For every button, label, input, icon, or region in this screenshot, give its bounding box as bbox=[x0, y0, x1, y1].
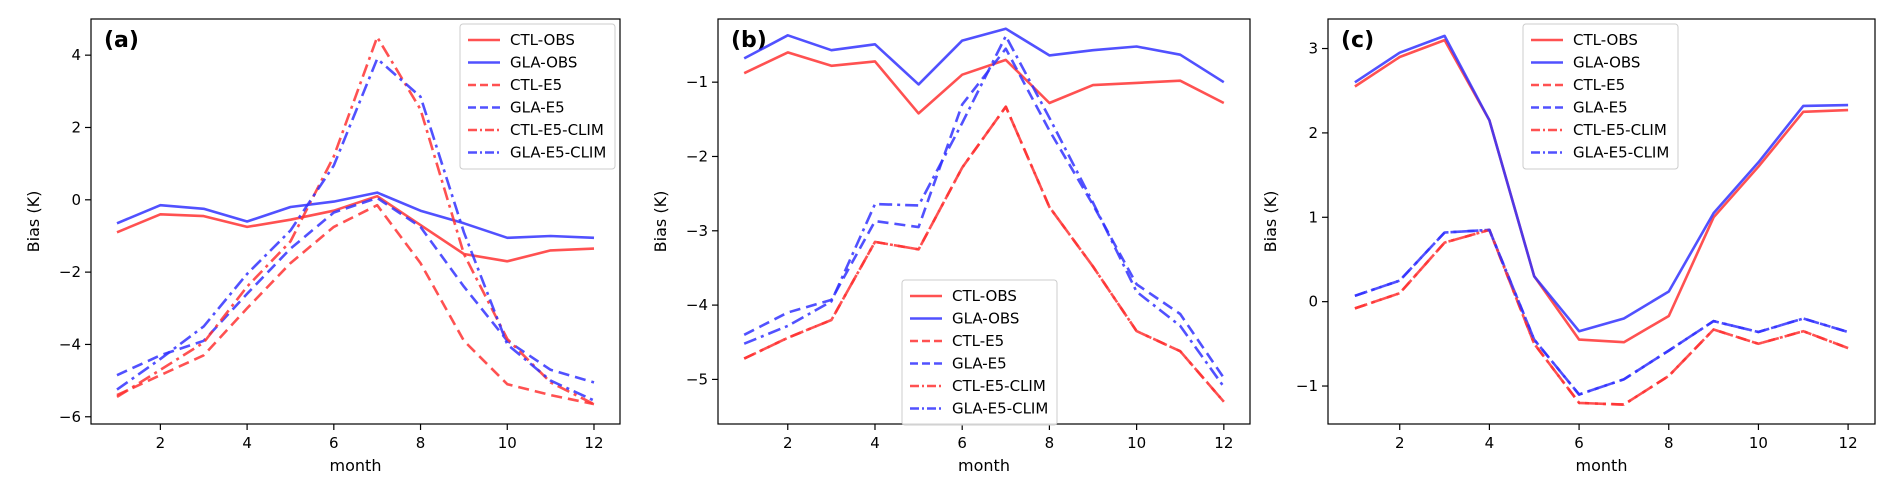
legend: CTL-OBS GLA-OBS CTL-E5 GLA-E5 CTL-E5-CLIM GLA… bbox=[459, 23, 616, 170]
y-tick-label: 0 bbox=[71, 191, 81, 209]
legend-box bbox=[901, 279, 1058, 426]
y-tick-label: 2 bbox=[1308, 124, 1318, 142]
axes-frame bbox=[1327, 18, 1876, 425]
x-tick-label: 12 bbox=[1839, 434, 1858, 452]
legend-box bbox=[1522, 23, 1679, 170]
x-tick-label: 10 bbox=[1127, 434, 1146, 452]
y-tick-label: −4 bbox=[686, 296, 708, 314]
y-tick-label: −4 bbox=[59, 335, 81, 353]
legend-label: GLA-OBS bbox=[1573, 54, 1640, 72]
x-tick-label: 2 bbox=[156, 434, 166, 452]
legend-label: CTL-E5-CLIM bbox=[952, 377, 1046, 395]
series-line-gla-e5 bbox=[116, 196, 595, 384]
legend-label: GLA-E5 bbox=[510, 99, 565, 117]
panel-label: (c) bbox=[1341, 28, 1374, 53]
legend-label: CTL-E5-CLIM bbox=[1573, 121, 1667, 139]
x-tick-label: 4 bbox=[1485, 434, 1495, 452]
x-tick-label: 12 bbox=[584, 434, 603, 452]
series-line-gla-obs bbox=[743, 27, 1225, 86]
series-line-gla-e5-clim bbox=[1354, 228, 1849, 396]
y-tick-label: 2 bbox=[71, 118, 81, 136]
legend-label: CTL-E5 bbox=[1573, 76, 1625, 94]
y-axis-label: Bias (K) bbox=[24, 191, 43, 253]
y-tick-label: −1 bbox=[1296, 377, 1318, 395]
legend-label: CTL-OBS bbox=[1573, 31, 1638, 49]
y-tick-label: −3 bbox=[686, 222, 708, 240]
y-tick-label: −1 bbox=[686, 73, 708, 91]
legend-label: GLA-E5-CLIM bbox=[952, 400, 1048, 418]
legend-box bbox=[459, 23, 616, 170]
legend-label: GLA-E5-CLIM bbox=[1573, 144, 1669, 162]
y-tick-label: 3 bbox=[1308, 40, 1318, 58]
y-tick-label: −2 bbox=[59, 263, 81, 281]
series-line-ctl-e5 bbox=[1354, 228, 1849, 406]
x-tick-label: 8 bbox=[1664, 434, 1674, 452]
legend-label: CTL-E5 bbox=[952, 332, 1004, 350]
x-tick-label: 6 bbox=[1574, 434, 1584, 452]
series-line-ctl-obs bbox=[743, 51, 1225, 115]
y-tick-label: −2 bbox=[686, 147, 708, 165]
series-line-gla-obs bbox=[116, 191, 595, 240]
y-tick-label: 1 bbox=[1308, 208, 1318, 226]
series-line-gla-obs bbox=[1354, 34, 1849, 333]
x-tick-label: 10 bbox=[1749, 434, 1768, 452]
series-line-gla-e5-clim bbox=[116, 57, 595, 402]
x-axis-label: month bbox=[330, 456, 382, 475]
series-line-ctl-e5-clim bbox=[116, 35, 595, 406]
x-tick-label: 4 bbox=[870, 434, 880, 452]
series-line-ctl-obs bbox=[1354, 38, 1849, 344]
y-tick-label: −6 bbox=[59, 408, 81, 426]
x-tick-label: 2 bbox=[1395, 434, 1405, 452]
x-axis-label: month bbox=[958, 456, 1010, 475]
panel-label: (a) bbox=[104, 28, 139, 53]
y-tick-label: 0 bbox=[1308, 293, 1318, 311]
legend-label: GLA-E5 bbox=[1573, 99, 1628, 117]
y-axis-label: Bias (K) bbox=[1261, 191, 1280, 253]
x-tick-label: 10 bbox=[498, 434, 517, 452]
series-line-ctl-obs bbox=[116, 194, 595, 263]
legend-label: CTL-E5 bbox=[510, 76, 562, 94]
y-axis-label: Bias (K) bbox=[651, 191, 670, 253]
legend: CTL-OBS GLA-OBS CTL-E5 GLA-E5 CTL-E5-CLIM GLA… bbox=[1522, 23, 1679, 170]
x-tick-label: 6 bbox=[329, 434, 339, 452]
y-tick-label: −5 bbox=[686, 370, 708, 388]
legend-label: GLA-E5 bbox=[952, 355, 1007, 373]
x-tick-label: 8 bbox=[1045, 434, 1055, 452]
panel-a: 2 4 6 8 10 12 −6 −4 −2 0 2 4 month Bias (K) (a) CTL-OBS… bbox=[24, 18, 621, 475]
legend-label: CTL-E5-CLIM bbox=[510, 121, 604, 139]
series-line-gla-e5-clim bbox=[743, 34, 1225, 388]
legend-label: CTL-OBS bbox=[510, 31, 575, 49]
series-line-gla-e5 bbox=[1354, 228, 1849, 396]
y-tick-label: 4 bbox=[71, 46, 81, 64]
series-line-ctl-e5-clim bbox=[743, 105, 1225, 403]
x-tick-label: 12 bbox=[1214, 434, 1233, 452]
axes-frame bbox=[90, 18, 621, 425]
x-tick-label: 2 bbox=[783, 434, 793, 452]
legend-label: GLA-OBS bbox=[510, 54, 577, 72]
legend-label: CTL-OBS bbox=[952, 287, 1017, 305]
series-line-gla-e5 bbox=[743, 47, 1225, 379]
x-axis-label: month bbox=[1576, 456, 1628, 475]
series-line-ctl-e5-clim bbox=[1354, 228, 1849, 406]
x-tick-label: 6 bbox=[957, 434, 967, 452]
legend: CTL-OBS GLA-OBS CTL-E5 GLA-E5 CTL-E5-CLIM GLA… bbox=[901, 279, 1058, 426]
x-tick-label: 8 bbox=[416, 434, 426, 452]
legend-label: GLA-OBS bbox=[952, 310, 1019, 328]
series-line-ctl-e5 bbox=[116, 203, 595, 406]
x-tick-label: 4 bbox=[242, 434, 252, 452]
legend-label: GLA-E5-CLIM bbox=[510, 144, 606, 162]
